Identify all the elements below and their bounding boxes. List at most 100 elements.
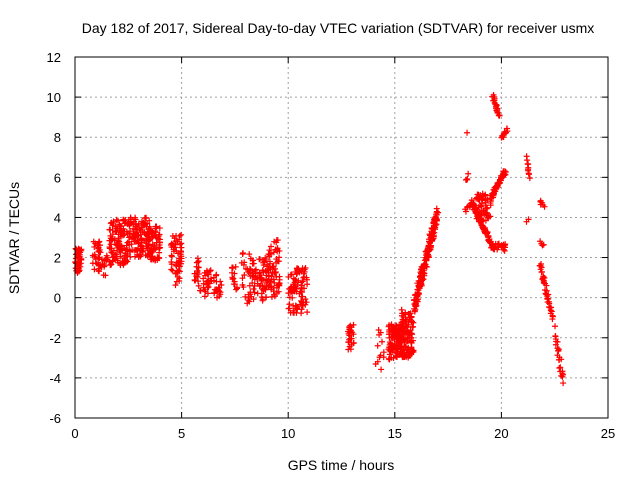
data-point-marker [260,257,267,264]
data-point-marker [482,199,489,206]
data-point-marker [484,229,491,236]
data-point-marker [115,235,122,242]
data-point-marker [232,263,239,270]
data-point-marker [128,235,135,242]
data-point-marker [241,272,248,279]
data-point-marker [374,342,381,349]
data-point-marker [298,297,305,304]
data-point-marker [247,267,254,274]
data-point-marker [556,365,563,372]
data-point-marker [492,188,499,195]
data-point-marker [144,231,151,238]
data-point-marker [126,221,133,228]
data-point-marker [435,209,442,216]
data-point-marker [250,296,257,303]
data-point-marker [178,231,185,238]
data-point-marker [274,237,281,244]
y-tick-label: -4 [49,371,61,386]
y-tick-label: 10 [47,90,61,105]
data-point-marker [146,237,153,244]
data-point-marker [495,241,502,248]
data-point-marker [285,290,292,297]
data-point-marker [195,282,202,289]
y-tick-label: -2 [49,331,61,346]
data-point-marker [114,242,121,249]
data-point-marker [423,263,430,270]
data-point-marker [418,280,425,287]
grid-lines [75,57,608,418]
data-point-marker [464,129,471,136]
data-point-marker [431,229,438,236]
data-point-marker [504,125,511,132]
data-point-marker [244,300,251,307]
data-point-marker [398,306,405,313]
data-point-marker [239,282,246,288]
data-point-marker [241,259,248,266]
data-point-marker [94,241,101,248]
data-point-marker [379,338,386,345]
data-point-marker [112,223,119,230]
data-point-marker [402,309,409,316]
data-point-marker [175,267,182,274]
data-point-marker [242,293,249,300]
x-tick-label: 10 [281,426,295,441]
data-point-marker [138,218,145,225]
data-point-marker [176,232,183,239]
data-point-marker [473,195,480,202]
data-point-marker [197,287,204,294]
data-point-marker [170,244,177,251]
data-point-marker [345,330,352,337]
data-point-marker [204,284,211,291]
data-point-marker [148,229,155,236]
data-point-marker [127,216,134,223]
data-point-marker [168,261,175,268]
data-point-marker [117,246,124,253]
data-point-marker [153,223,160,230]
data-point-marker [213,278,220,285]
data-point-marker [117,229,124,236]
data-point-marker [239,275,246,282]
data-point-marker [107,241,114,248]
data-point-marker [123,242,130,249]
data-point-marker [77,263,84,270]
data-point-marker [409,331,416,338]
data-point-marker [135,220,142,227]
data-point-marker [113,216,120,223]
data-point-marker [375,327,382,334]
data-point-marker [391,336,398,343]
data-point-marker [393,345,400,352]
data-point-marker [294,281,301,288]
data-point-marker [107,262,114,269]
data-point-marker [478,203,485,210]
data-point-marker [482,217,489,224]
data-point-marker [275,281,282,288]
data-point-marker [496,180,503,187]
data-point-marker [126,230,133,237]
data-point-marker [111,236,118,243]
data-point-marker [274,258,281,265]
data-point-marker [250,285,257,292]
data-point-marker [269,270,276,277]
data-point-marker [477,217,484,224]
data-point-marker [285,305,292,312]
data-point-marker [123,257,130,264]
data-point-marker [135,231,142,238]
data-point-marker [433,205,440,212]
data-point-marker [539,242,546,249]
data-point-marker [558,356,565,363]
chart-title: Day 182 of 2017, Sidereal Day-to-day VTE… [82,20,595,36]
data-point-marker [406,314,413,321]
data-point-marker [231,270,238,277]
data-point-marker [98,264,105,271]
data-point-marker [193,259,200,266]
data-point-marker [398,346,405,353]
data-point-marker [526,175,533,182]
y-tick-label: 0 [54,291,61,306]
data-point-marker [427,243,434,250]
data-point-marker [543,282,550,289]
data-point-marker [288,284,295,291]
data-point-marker [524,157,531,164]
data-point-marker [295,266,302,273]
data-point-marker [266,258,273,265]
data-point-marker [483,210,490,217]
